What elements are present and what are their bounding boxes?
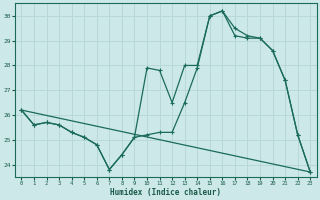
X-axis label: Humidex (Indice chaleur): Humidex (Indice chaleur) [110,188,221,197]
